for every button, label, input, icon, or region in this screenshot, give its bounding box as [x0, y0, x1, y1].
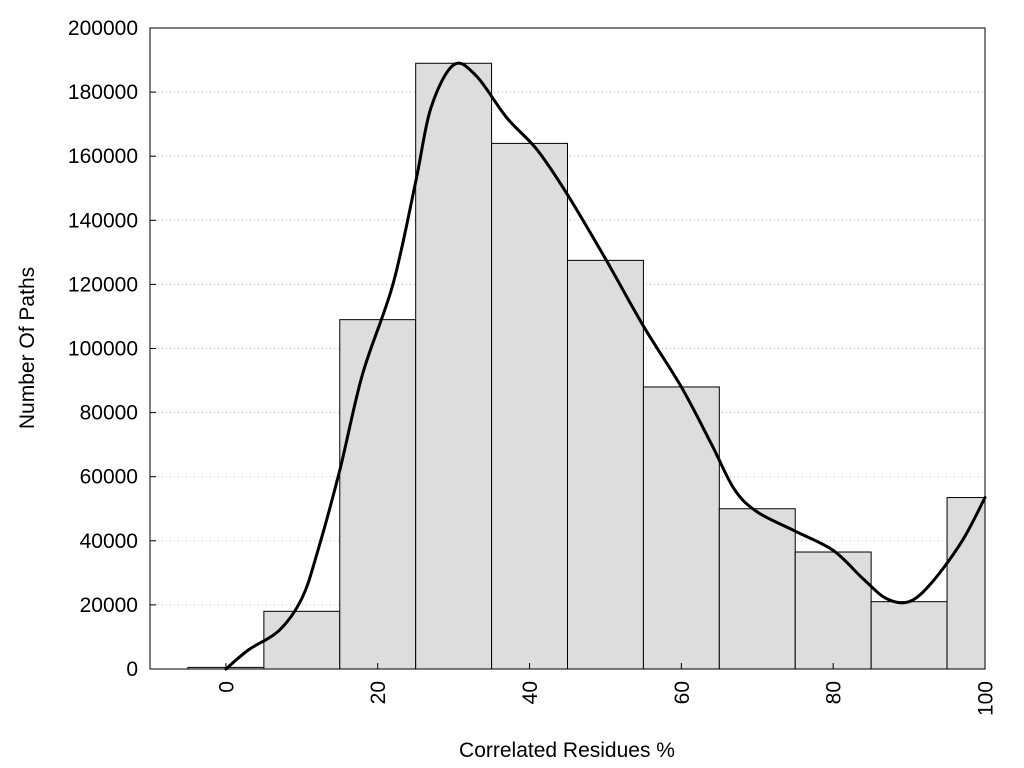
- histogram-bar: [642, 386, 720, 670]
- y-tick-label: 180000: [68, 81, 138, 104]
- histogram-bar: [263, 610, 341, 670]
- y-axis-ticks: 0 20000 40000 60000 80000 100000 120000 140000 1…: [68, 17, 156, 681]
- histogram-bar: [870, 601, 948, 670]
- y-tick-label: 100000: [68, 338, 138, 361]
- histogram-bar: [491, 142, 568, 670]
- histogram-bar: [339, 319, 417, 670]
- y-tick-label: 0: [126, 658, 138, 681]
- x-tick-label: 0: [215, 681, 238, 693]
- histogram-bar: [415, 62, 493, 670]
- histogram-bar: [794, 551, 872, 670]
- x-axis-title: Correlated Residues %: [459, 739, 675, 762]
- density-curve-line: [224, 61, 987, 671]
- histogram-bar: [718, 508, 796, 670]
- y-tick-label: 80000: [80, 402, 138, 425]
- x-tick-label: 100: [975, 681, 998, 716]
- x-tick-label: 40: [519, 681, 542, 704]
- histogram-bar: [567, 259, 644, 670]
- x-tick-label: 60: [671, 681, 694, 704]
- histogram-bar: [946, 497, 986, 670]
- x-tick-label: 20: [367, 681, 390, 704]
- density-curve: [224, 61, 987, 671]
- y-tick-label: 20000: [80, 594, 138, 617]
- y-tick-label: 200000: [68, 17, 138, 40]
- y-tick-label: 140000: [68, 209, 138, 232]
- y-axis-title: Number Of Paths: [16, 267, 39, 429]
- x-axis-ticks: 0 20 40 60 80 100: [215, 663, 998, 716]
- y-tick-label: 40000: [80, 530, 138, 553]
- y-tick-label: 60000: [80, 466, 138, 489]
- histogram-bars: [187, 62, 986, 670]
- x-tick-label: 80: [823, 681, 846, 704]
- y-tick-label: 120000: [68, 273, 138, 296]
- y-tick-label: 160000: [68, 145, 138, 168]
